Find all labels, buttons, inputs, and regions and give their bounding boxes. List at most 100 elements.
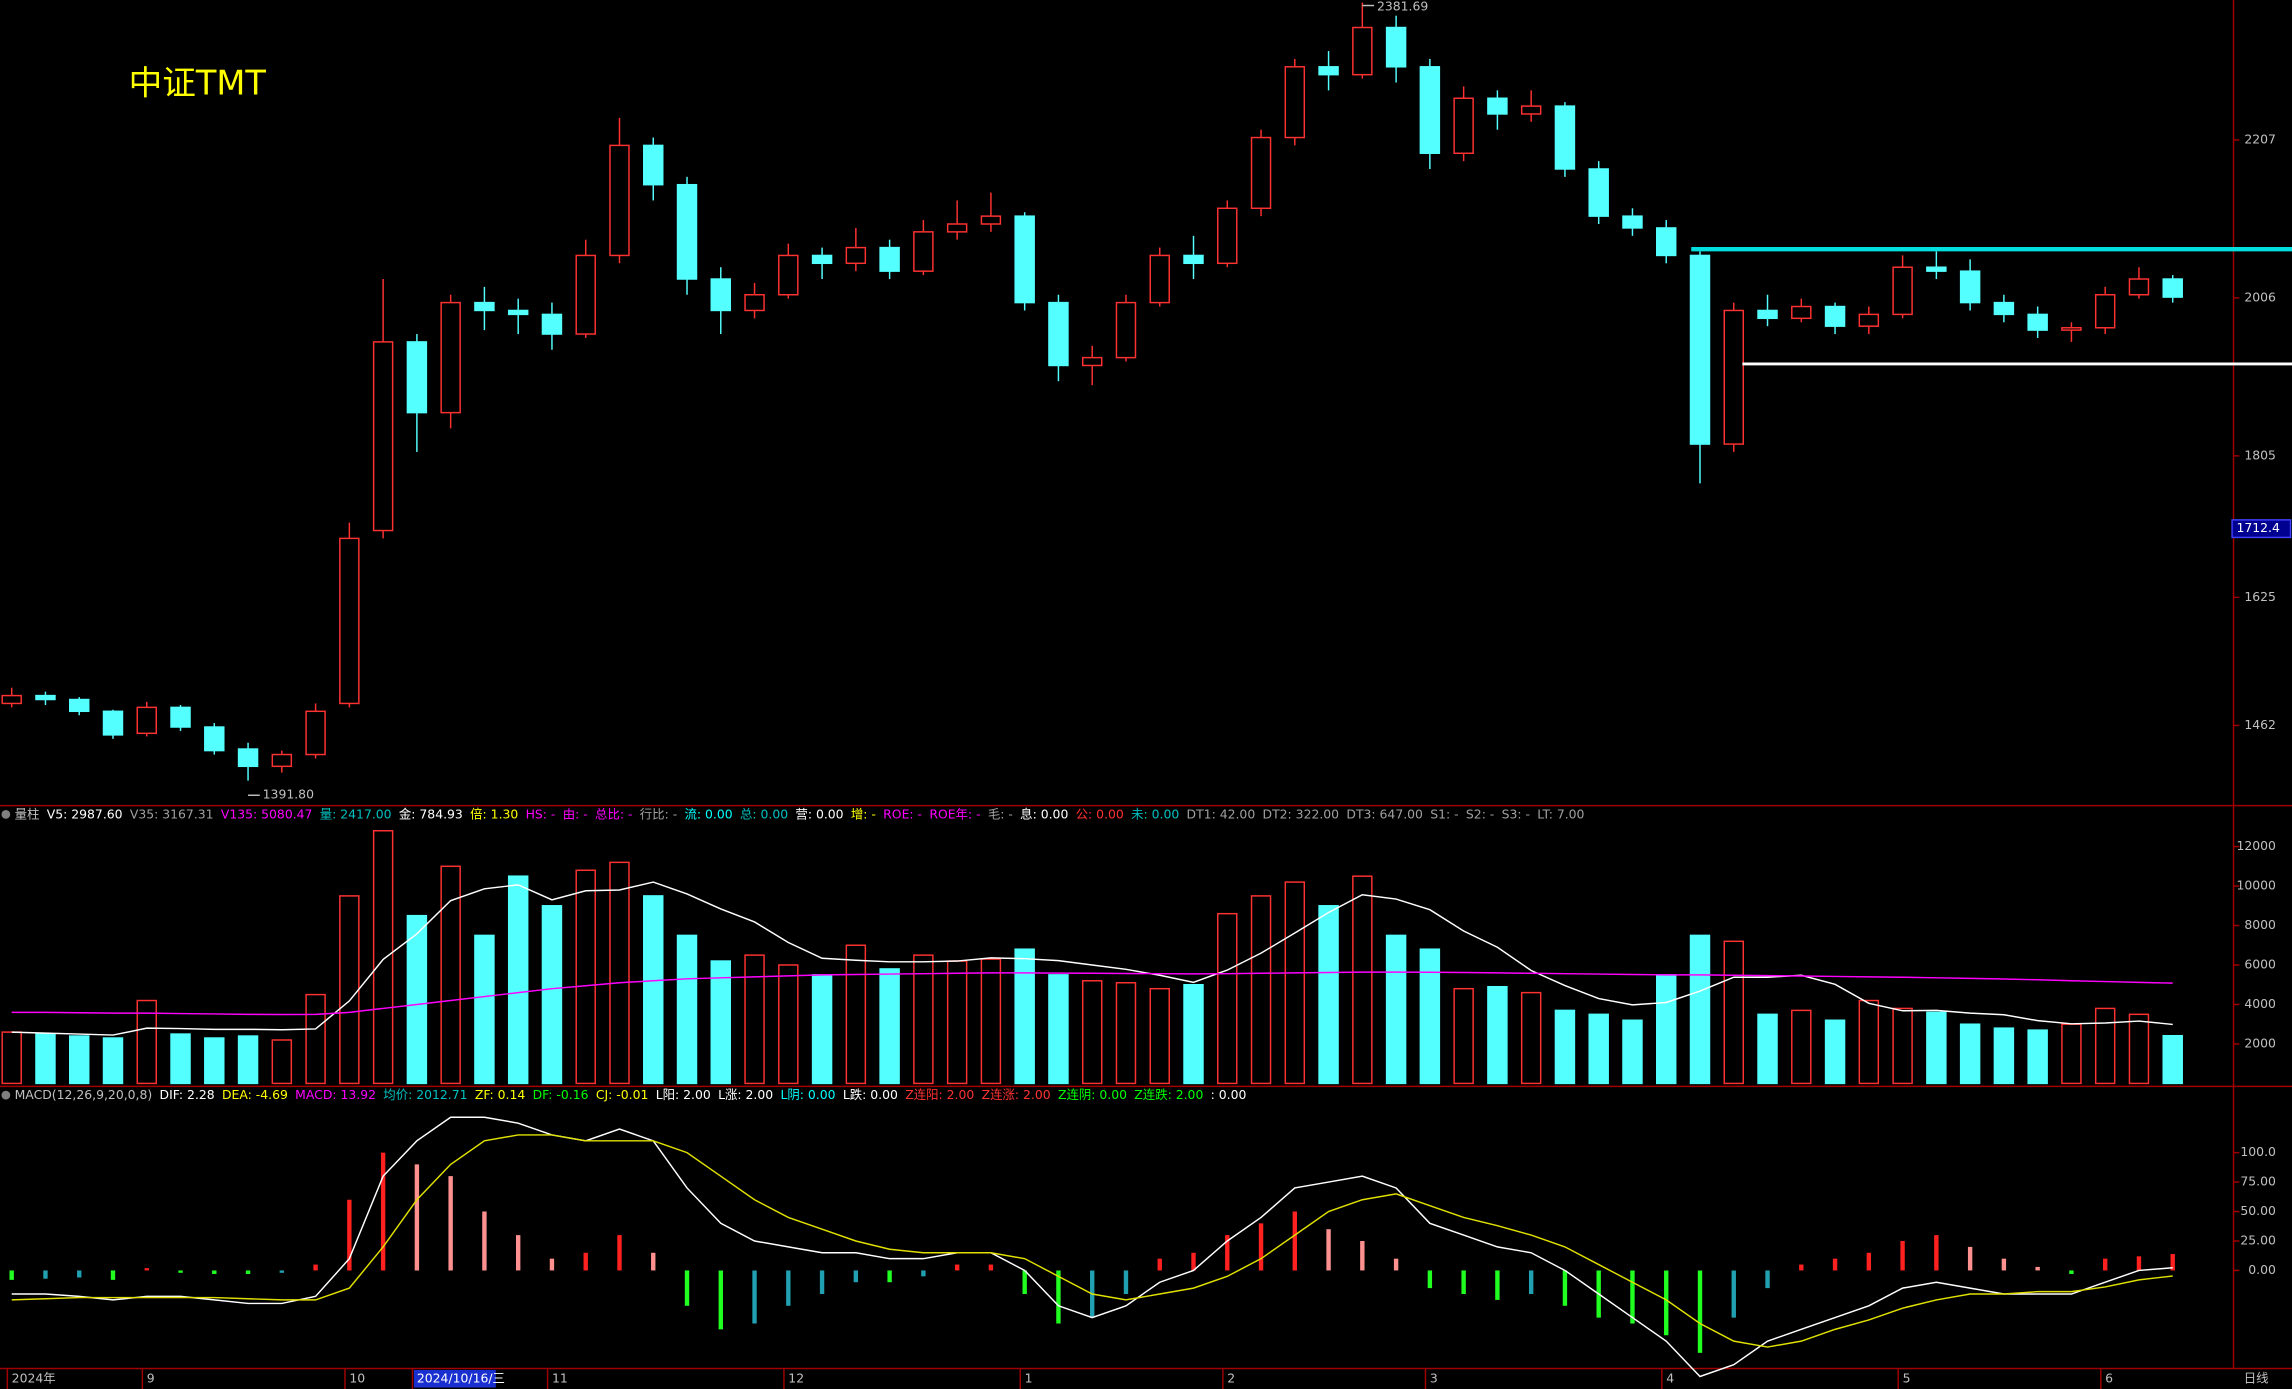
- volume-bar: [2128, 1013, 2150, 1085]
- volume-bar: [1723, 940, 1744, 1085]
- header-item: 增: -: [851, 806, 876, 821]
- candle-body: [1993, 301, 2015, 316]
- header-item: 均价: 2012.71: [383, 1087, 467, 1102]
- header-item: L阴: 0.00: [780, 1087, 835, 1102]
- header-item: DT2: 322.00: [1263, 806, 1340, 821]
- y-tick-label: 100.0: [2240, 1144, 2276, 1159]
- candle-body: [507, 309, 529, 316]
- header-item: DT1: 42.00: [1187, 806, 1256, 821]
- candle-body: [744, 294, 765, 312]
- volume-bar: [879, 968, 900, 1085]
- candle-body: [1588, 168, 1609, 217]
- volume-bar: [1149, 987, 1170, 1085]
- candle-body: [980, 215, 1002, 225]
- header-item: S3: -: [1502, 806, 1530, 821]
- candle-body: [1115, 301, 1137, 359]
- volume-ma-line: [11, 881, 2173, 1036]
- volume-bar: [1, 1031, 22, 1085]
- header-item: 金: 784.93: [399, 806, 463, 821]
- macd-line: [11, 1134, 2173, 1348]
- volume-bar: [1318, 905, 1339, 1085]
- volume-bar: [609, 861, 630, 1085]
- candle-body: [474, 301, 495, 312]
- volume-bar: [1655, 974, 1677, 1085]
- candle-body: [68, 698, 90, 713]
- y-tick-label: 50.00: [2240, 1203, 2276, 1218]
- candle-body: [372, 341, 394, 532]
- candle-body: [1284, 66, 1306, 139]
- volume-bar: [946, 960, 968, 1085]
- candle-body: [2162, 278, 2183, 298]
- candle-body: [1689, 254, 1711, 445]
- candle-body: [1858, 313, 1880, 327]
- header-item: 公: 0.00: [1076, 806, 1124, 821]
- panel-icon: [1, 1090, 11, 1100]
- panel-icon: [1, 810, 11, 819]
- volume-bar: [845, 944, 867, 1085]
- header-item: 量柱: [15, 806, 40, 821]
- volume-bar: [744, 954, 765, 1085]
- y-tick-label: 4000: [2244, 996, 2276, 1011]
- volume-bar: [170, 1033, 191, 1085]
- candle-body: [1487, 97, 1508, 115]
- candle-body: [1622, 215, 1643, 229]
- y-tick-label: 10000: [2236, 878, 2276, 893]
- x-tick-label: 2: [1227, 1370, 1235, 1385]
- volume-bar: [1926, 1011, 1947, 1085]
- x-tick-label: 2024/10/16/三: [417, 1370, 505, 1385]
- y-tick-label: 2000: [2244, 1035, 2276, 1050]
- header-item: DF: -0.16: [533, 1087, 589, 1102]
- candle-body: [1757, 309, 1778, 320]
- header-item: L阳: 2.00: [656, 1087, 711, 1102]
- header-item: S1: -: [1430, 806, 1458, 821]
- y-tick-label: 8000: [2244, 917, 2276, 932]
- period-label: 日线: [2244, 1370, 2269, 1385]
- volume-bar: [1014, 948, 1035, 1085]
- macd-line: [11, 1116, 2173, 1378]
- volume-bar: [1689, 934, 1711, 1085]
- candle-body: [1, 694, 22, 705]
- volume-bar: [1622, 1019, 1643, 1085]
- candle-body: [204, 726, 225, 752]
- candle-body: [1824, 305, 1846, 327]
- candle-body: [339, 537, 360, 705]
- y-tick-label: 0.00: [2248, 1262, 2276, 1277]
- header-item: MACD(12,26,9,20,0,8): [15, 1087, 153, 1102]
- volume-bar: [406, 914, 428, 1085]
- volume-bar: [913, 954, 934, 1085]
- y-tick-label: 6000: [2244, 956, 2276, 971]
- header-item: : 0.00: [1211, 1087, 1247, 1102]
- header-item: ROE: -: [883, 806, 922, 821]
- volume-bar: [2094, 1007, 2116, 1085]
- candle-body: [1217, 207, 1238, 265]
- candle-body: [1385, 26, 1407, 68]
- candle-body: [845, 246, 867, 265]
- volume-bar: [1081, 980, 1103, 1085]
- volume-bar: [710, 960, 732, 1085]
- y-tick-label: 12000: [2236, 838, 2276, 853]
- y-tick-label: 1805: [2244, 447, 2276, 462]
- y-tick-label: 1462: [2244, 717, 2276, 732]
- volume-bar: [1217, 912, 1238, 1085]
- x-tick-label: 6: [2105, 1370, 2113, 1385]
- y-tick-label: 25.00: [2240, 1232, 2276, 1247]
- candle-body: [406, 341, 428, 414]
- header-item: 毛: -: [988, 806, 1013, 821]
- candle-body: [1250, 136, 1272, 210]
- x-tick-label: 9: [147, 1370, 155, 1385]
- candle-body: [913, 231, 934, 272]
- x-tick-label: 12: [788, 1370, 804, 1385]
- header-item: DT3: 647.00: [1346, 806, 1423, 821]
- candle-body: [575, 254, 596, 335]
- candle-body: [1655, 227, 1677, 257]
- volume-bar: [1385, 934, 1407, 1085]
- candle-body: [541, 313, 563, 335]
- cursor-price-box: [2231, 519, 2292, 539]
- candle-body: [1149, 254, 1170, 304]
- candle-body: [1318, 66, 1339, 76]
- volume-bar: [271, 1039, 293, 1085]
- volume-bar: [1419, 948, 1441, 1085]
- volume-bar: [68, 1035, 90, 1085]
- header-item: Z连跌: 2.00: [1134, 1087, 1203, 1102]
